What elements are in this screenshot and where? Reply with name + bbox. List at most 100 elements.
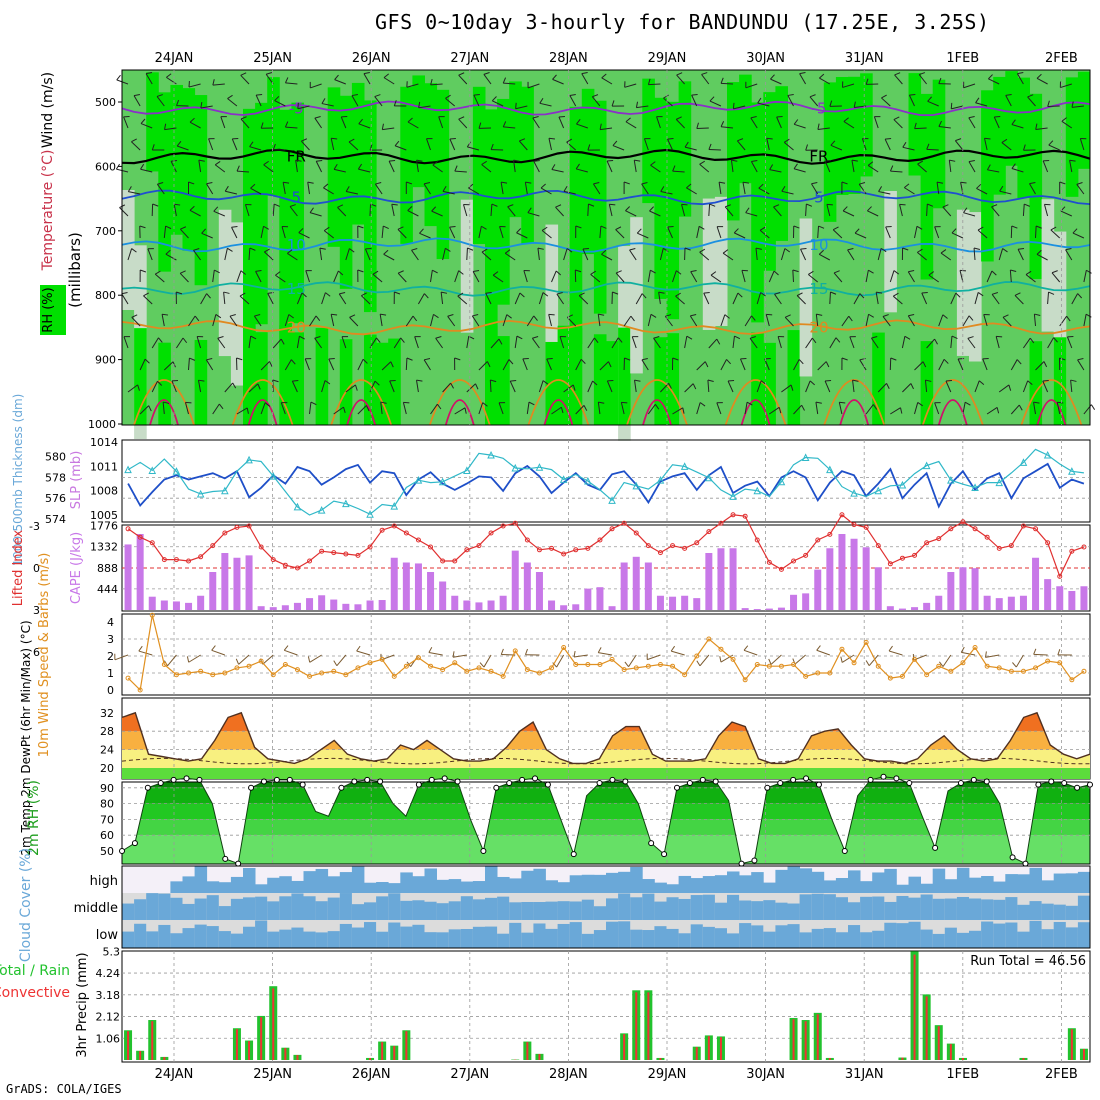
wind-barb (358, 168, 371, 173)
wind-barb (995, 336, 1000, 349)
wind-barb (757, 102, 770, 107)
wind-barb (1009, 269, 1012, 283)
wind-barb (416, 380, 419, 393)
wind-barb-flag (214, 269, 220, 274)
wind-barb (938, 359, 945, 371)
wind-barb (431, 210, 443, 217)
slp-point (801, 453, 810, 461)
wind-barb-flag (598, 401, 605, 404)
wind-barb-flag (617, 337, 623, 343)
wind-barb (601, 77, 613, 85)
wind-barb-flag (127, 186, 132, 192)
cape-bar (911, 607, 919, 610)
wind-barb-flag (431, 206, 437, 212)
wind-barb (672, 270, 677, 283)
wind-barb-flag (1090, 404, 1096, 410)
cloud-cell (727, 871, 740, 893)
wind-barb (587, 337, 595, 349)
wind-barb-flag (609, 203, 616, 206)
wind-barb (914, 127, 927, 130)
wind-barb (658, 292, 661, 305)
wind-barb-flag (796, 292, 803, 296)
wind-barb-flag (121, 291, 128, 295)
lifted-index-point (137, 534, 143, 540)
wind-barb-flag (212, 79, 215, 86)
wind-barb-flag (625, 206, 631, 212)
wind-barb-flag (555, 204, 562, 208)
slp-point (753, 486, 762, 495)
cloud-cell (146, 893, 159, 920)
wind-barb-flag (157, 380, 163, 386)
cloud-cell (388, 893, 401, 920)
wind-barb-flag (1035, 123, 1038, 130)
cloud-level-label: middle (74, 901, 118, 916)
wind-barb-flag (533, 315, 538, 321)
wind-barb-flag (151, 144, 155, 151)
wind10m-barb (841, 654, 855, 663)
rh2m-point (157, 780, 164, 787)
temp2m-axis-label: 2m Temp 2m DewPt (6hr Min/Max) (°C) (19, 620, 33, 855)
rh-moist-streak (146, 72, 159, 172)
lifted-index-point (222, 530, 228, 536)
cloud-cell (218, 906, 232, 920)
cloud-cell (787, 866, 800, 893)
wind-barb (1065, 249, 1073, 261)
wind-barb (481, 251, 492, 261)
wind-barb-flag (206, 357, 213, 361)
rh2m-point (235, 860, 242, 867)
rh2m-point (983, 778, 990, 785)
cloud-cell (642, 879, 655, 893)
cloud-cell (618, 921, 631, 948)
wind-barb-flag (508, 359, 514, 365)
wind-barb-flag (686, 335, 693, 340)
wind-barb (684, 383, 694, 393)
wind-barb-flag (881, 94, 887, 99)
wind-barb (581, 73, 589, 85)
wind-barb (447, 315, 456, 327)
lifted-index-point (851, 522, 857, 528)
rh2m-point (544, 781, 551, 788)
wind10m-barb (452, 654, 467, 658)
wind-barb (904, 187, 915, 195)
wind-barb (328, 358, 335, 371)
slp-point (245, 455, 253, 464)
cloud-cell (485, 926, 498, 948)
cape-bar (197, 595, 205, 610)
wind10m-point (924, 672, 930, 678)
wind-barb (249, 146, 262, 151)
precip-convective-bar (828, 1058, 831, 1060)
cape-bar (354, 604, 362, 610)
wind-barb-flag (215, 314, 222, 319)
wind-barb-flag (502, 121, 507, 128)
wind-barb-flag (841, 181, 848, 185)
cape-bar (790, 594, 798, 610)
wind-barb (345, 248, 350, 261)
wind-barb (180, 228, 189, 239)
wind-barb (759, 229, 770, 239)
lifted-index-point (585, 545, 591, 551)
warm-contour (527, 379, 590, 426)
cloud-cell (134, 923, 147, 948)
wind-barb (418, 105, 431, 109)
wind10m-point (754, 662, 760, 667)
wind-barb-flag (716, 338, 721, 345)
wind-barb (321, 380, 326, 393)
wind-barb-flag (1077, 357, 1084, 361)
wind-barb (284, 314, 290, 327)
wind-barb-flag (635, 101, 639, 108)
wind-barb (184, 402, 189, 415)
wind-barb (908, 94, 915, 107)
cloud-cell (122, 931, 135, 948)
wind-barb-flag (964, 401, 971, 406)
wind-barb-flag (137, 384, 140, 391)
wind-barb (315, 161, 323, 173)
wind-barb-flag (472, 313, 479, 317)
lifted-index-point (887, 561, 893, 567)
wind-barb (357, 358, 364, 371)
wind-barb (865, 314, 870, 327)
rh2m-point (493, 784, 500, 791)
wind-barb (656, 116, 661, 129)
cape-bar (245, 555, 253, 610)
wind-barb-flag (699, 402, 706, 407)
wind-barb (307, 182, 310, 195)
